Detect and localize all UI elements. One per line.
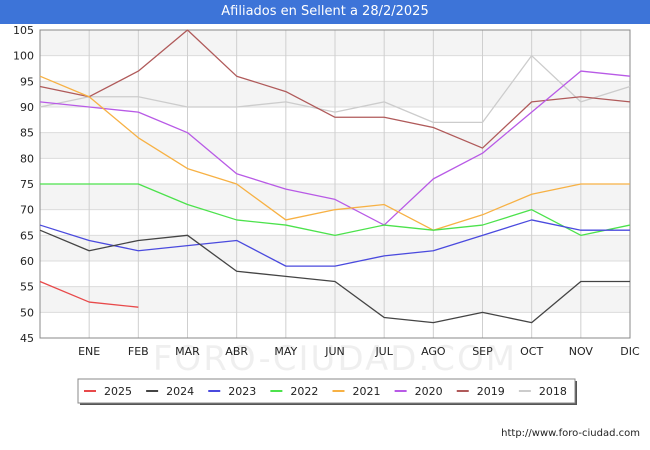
x-tick-label: AGO: [421, 345, 446, 358]
y-tick-label: 100: [13, 50, 34, 63]
x-tick-label: ENE: [78, 345, 100, 358]
x-tick-label: ABR: [225, 345, 248, 358]
x-tick-label: NOV: [569, 345, 594, 358]
y-tick-label: 50: [20, 306, 34, 319]
chart-title-bar: Afiliados en Sellent a 28/2/2025: [0, 0, 650, 24]
x-tick-label: DIC: [620, 345, 640, 358]
legend: 2025 2024 2023 2022 2021 2020 2019 2018: [77, 378, 577, 405]
legend-box: [77, 378, 576, 404]
legend-label-2020: 2020: [415, 385, 443, 398]
y-tick-label: 55: [20, 281, 34, 294]
x-tick-label: MAR: [175, 345, 200, 358]
y-tick-label: 95: [20, 75, 34, 88]
y-tick-label: 85: [20, 127, 34, 140]
y-tick-label: 65: [20, 229, 34, 242]
x-tick-label: JUL: [374, 345, 393, 358]
legend-label-2024: 2024: [166, 385, 194, 398]
series-line-2022: [40, 183, 631, 236]
y-tick-label: 70: [20, 204, 34, 217]
x-tick-label: MAY: [274, 345, 297, 358]
legend-label-2025: 2025: [104, 385, 132, 398]
series-line-2023: [39, 219, 630, 267]
series-layer: [39, 29, 631, 324]
x-tick-label: FEB: [128, 345, 149, 358]
x-tick-label: SEP: [472, 345, 493, 358]
series-line-2018: [39, 55, 631, 124]
y-tick-label: 105: [13, 24, 34, 37]
source-url[interactable]: http://www.foro-ciudad.com: [501, 428, 640, 439]
y-tick-label: 90: [20, 101, 34, 114]
legend-label-2018: 2018: [539, 385, 567, 398]
y-tick-label: 45: [20, 332, 34, 345]
y-tick-label: 75: [20, 178, 34, 191]
series-line-2021: [39, 75, 630, 231]
series-line-2020: [39, 70, 631, 226]
legend-label-2022: 2022: [290, 385, 318, 398]
series-line-2024: [39, 229, 630, 324]
series-line-2025: [39, 280, 139, 308]
y-tick-label: 80: [20, 152, 34, 165]
x-tick-label: JUN: [324, 345, 345, 358]
chart-title: Afiliados en Sellent a 28/2/2025: [221, 4, 429, 19]
x-tick-label: OCT: [520, 345, 543, 358]
legend-label-2019: 2019: [477, 385, 505, 398]
y-tick-label: 60: [20, 255, 34, 268]
watermark: FORO-CIUDAD.COM: [153, 339, 517, 379]
legend-label-2023: 2023: [228, 385, 256, 398]
legend-label-2021: 2021: [353, 385, 381, 398]
series-line-2019: [39, 29, 631, 149]
